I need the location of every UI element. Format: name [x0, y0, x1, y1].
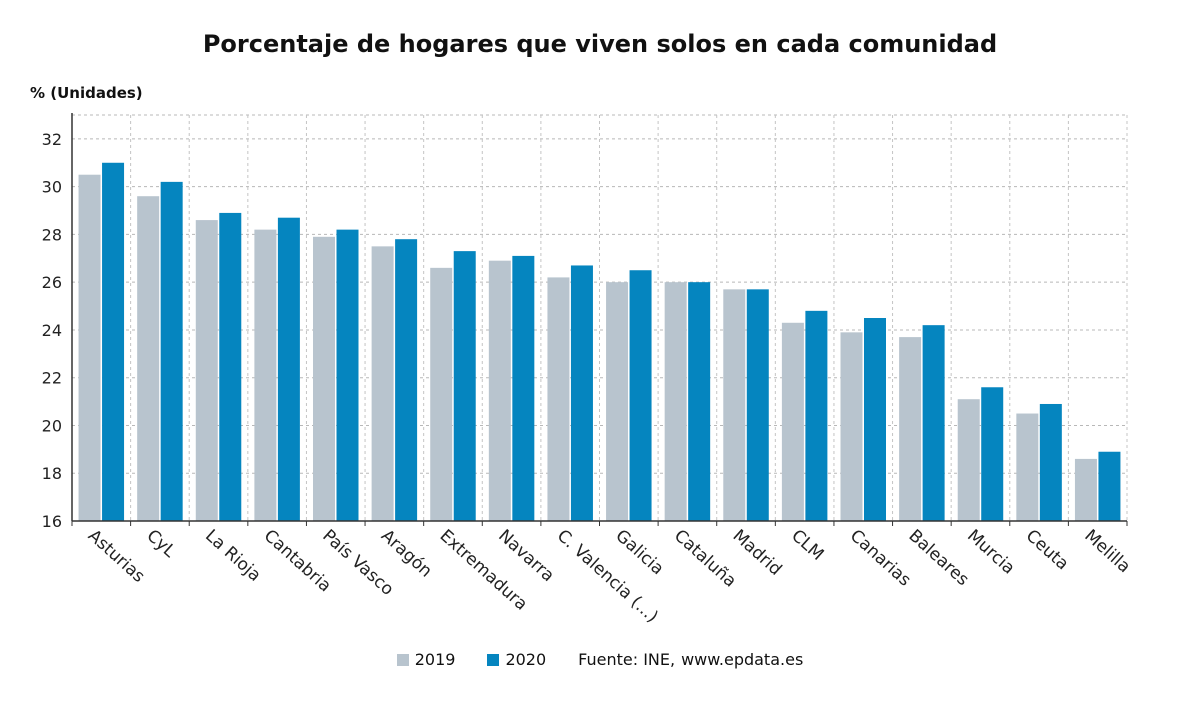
bar-2020 — [395, 239, 418, 521]
bar-2020 — [570, 265, 593, 521]
bar-2020 — [1039, 403, 1062, 521]
y-tick-label: 30 — [42, 178, 62, 197]
bar-2020 — [805, 310, 828, 521]
x-tick-label: Galicia — [611, 526, 667, 579]
bar-2020 — [453, 251, 476, 522]
y-tick-label: 26 — [42, 273, 62, 292]
legend-label-2020: 2020 — [505, 650, 547, 669]
bar-2020 — [688, 282, 711, 521]
bar-2019 — [957, 399, 980, 521]
bar-2019 — [313, 236, 335, 522]
bar-2019 — [606, 282, 629, 521]
legend-swatch-2020 — [487, 653, 500, 666]
bar-2020 — [219, 212, 242, 521]
source-label: Fuente: INE, — [578, 650, 676, 669]
bar-2020 — [102, 162, 125, 521]
bar-2020 — [336, 229, 359, 521]
bar-2020 — [1098, 451, 1121, 521]
x-tick-label: CLM — [787, 526, 827, 565]
bar-2020 — [864, 318, 886, 521]
x-tick-label: Ceuta — [1022, 526, 1073, 574]
x-tick-label: Baleares — [905, 526, 973, 590]
bar-2019 — [430, 267, 453, 521]
x-tick-label: La Rioja — [201, 526, 264, 586]
x-tick-label: Asturias — [84, 526, 149, 587]
bar-2020 — [746, 289, 769, 521]
bar-2019 — [547, 277, 570, 521]
legend: 2019 2020 Fuente: INE, www.epdata.es — [0, 650, 1200, 669]
legend-label-2019: 2019 — [414, 650, 456, 669]
y-tick-label: 22 — [42, 369, 62, 388]
y-tick-label: 24 — [42, 321, 62, 340]
bar-2020 — [277, 217, 300, 521]
legend-swatch-2019 — [396, 653, 409, 666]
bar-2020 — [629, 270, 652, 521]
y-tick-label: 28 — [42, 225, 62, 244]
bar-2019 — [254, 229, 277, 521]
x-tick-label: Canarias — [846, 526, 915, 591]
x-tick-label: Murcia — [963, 526, 1018, 579]
bar-2020 — [512, 255, 535, 521]
y-tick-label: 20 — [42, 416, 62, 435]
legend-item-2019: 2019 — [396, 650, 456, 669]
bar-2019 — [1074, 458, 1097, 521]
bar-2019 — [840, 332, 863, 521]
y-tick-label: 32 — [42, 130, 62, 149]
y-tick-label: 18 — [42, 464, 62, 483]
x-tick-label: Cataluña — [670, 526, 740, 592]
y-axis-unit-label: % (Unidades) — [30, 84, 143, 102]
legend-item-2020: 2020 — [487, 650, 546, 669]
bar-2019 — [78, 174, 101, 522]
bar-2020 — [922, 325, 945, 521]
bar-2019 — [488, 260, 511, 521]
y-tick-label: 16 — [42, 512, 62, 531]
x-tick-label: CyL — [143, 526, 180, 562]
bar-2020 — [981, 387, 1004, 521]
x-tick-label: Madrid — [729, 526, 786, 580]
bar-2019 — [1016, 413, 1039, 521]
bar-2019 — [371, 246, 394, 521]
bar-2019 — [664, 282, 687, 521]
bar-2019 — [195, 220, 218, 522]
chart-title: Porcentaje de hogares que viven solos en… — [202, 30, 998, 58]
bar-2019 — [899, 337, 922, 521]
source-link[interactable]: www.epdata.es — [681, 650, 804, 669]
bar-2019 — [723, 289, 746, 521]
bar-2019 — [781, 322, 804, 521]
x-tick-label: Melilla — [1080, 526, 1134, 577]
source-note: Fuente: INE, www.epdata.es — [578, 650, 803, 669]
bar-2020 — [160, 181, 183, 521]
bar-2019 — [137, 196, 160, 521]
x-tick-label: C. Valencia (...) — [553, 526, 662, 627]
